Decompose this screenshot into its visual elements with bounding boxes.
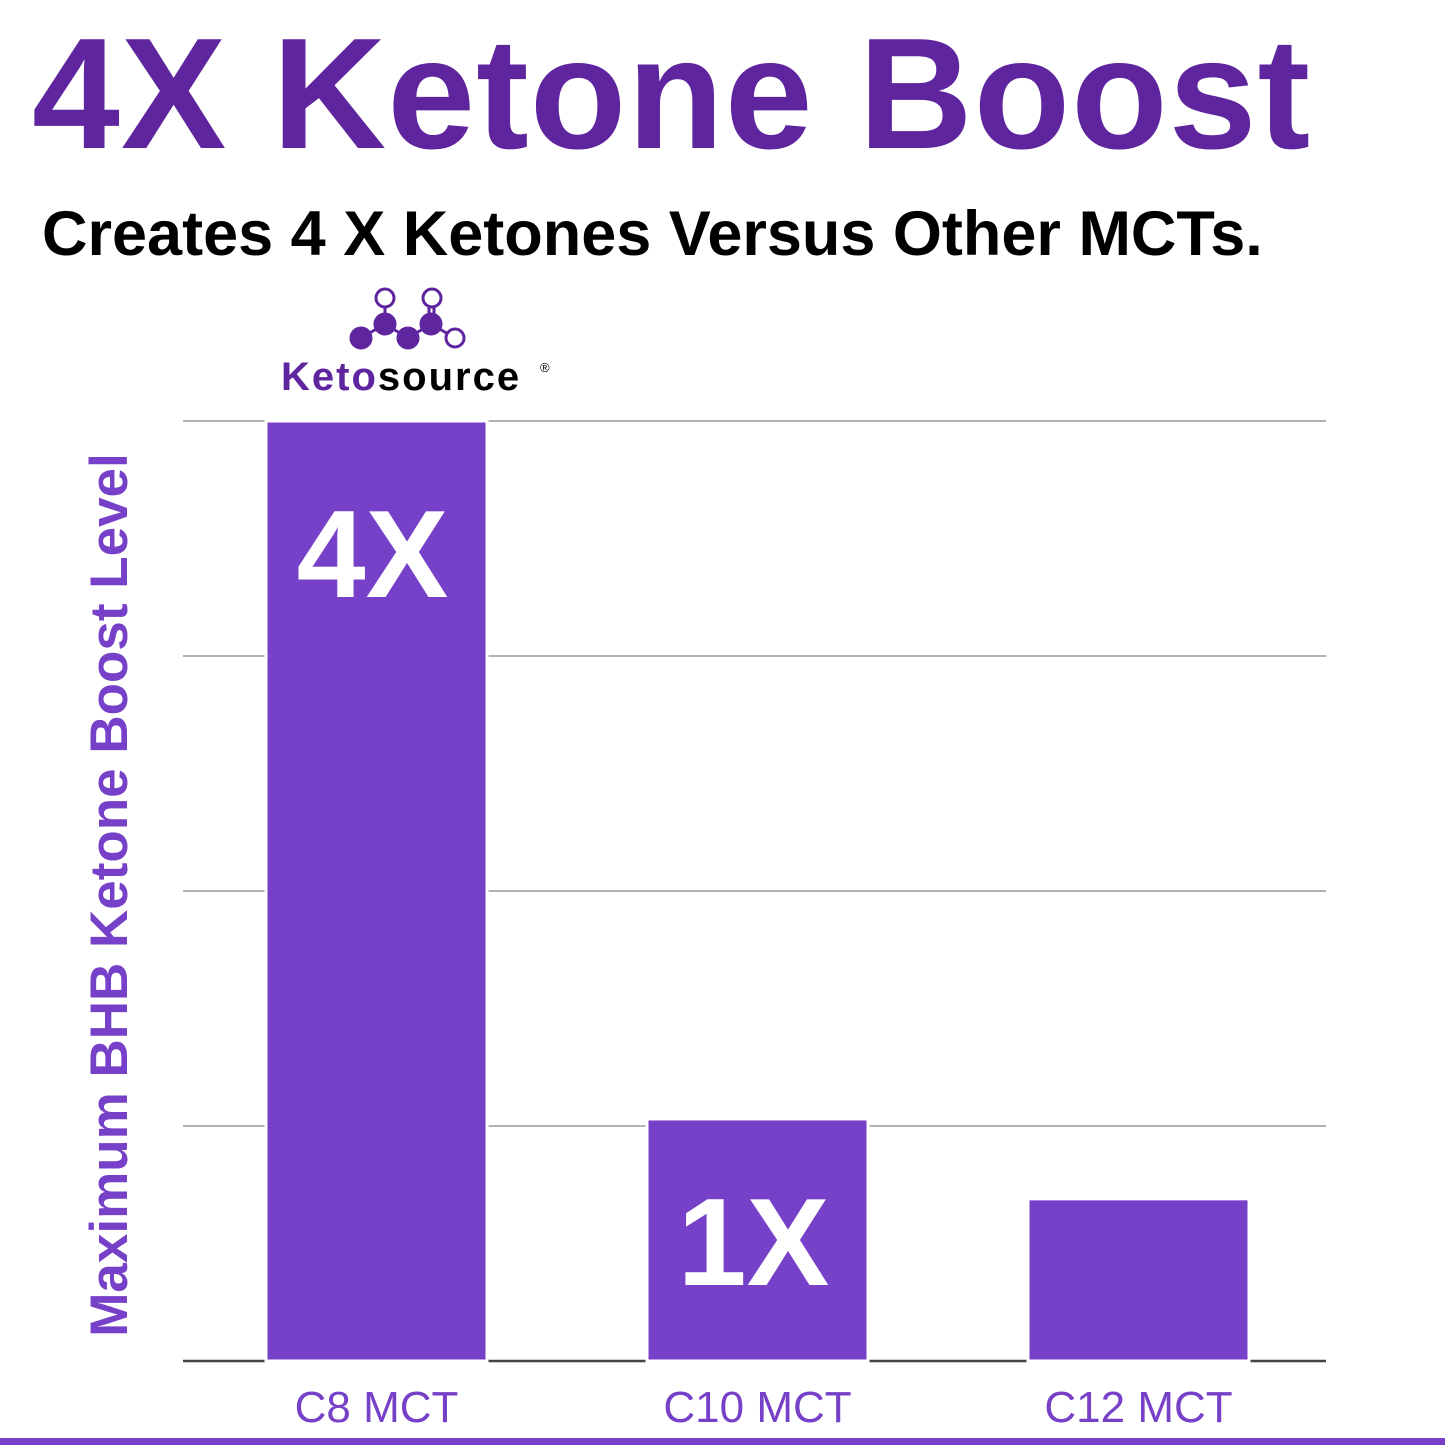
bottom-rule [0, 1438, 1445, 1445]
svg-text:Ketosource: Ketosource [281, 355, 521, 399]
x-tick-label: C10 MCT [663, 1383, 851, 1432]
page-subtitle: Creates 4 X Ketones Versus Other MCTs. [42, 199, 1263, 269]
bar-c12-mct [1026, 1197, 1251, 1363]
bar-c8-mct [264, 419, 489, 1363]
registered-mark: ® [540, 360, 550, 375]
x-tick-label: C12 MCT [1044, 1383, 1232, 1432]
y-axis-label: Maximum BHB Ketone Boost Level [80, 453, 139, 1336]
logo-text-source: source [378, 355, 521, 399]
bar-c10-mct [645, 1117, 870, 1363]
logo-text-keto: Keto [281, 355, 378, 399]
ketosource-logo: Ketosource ® [281, 287, 550, 399]
page-title: 4X Ketone Boost [32, 6, 1312, 182]
molecule-icon [349, 287, 466, 350]
bar-data-label: 1X [678, 1174, 830, 1312]
x-tick-label: C8 MCT [295, 1383, 459, 1432]
bar-data-label: 4X [297, 486, 449, 624]
